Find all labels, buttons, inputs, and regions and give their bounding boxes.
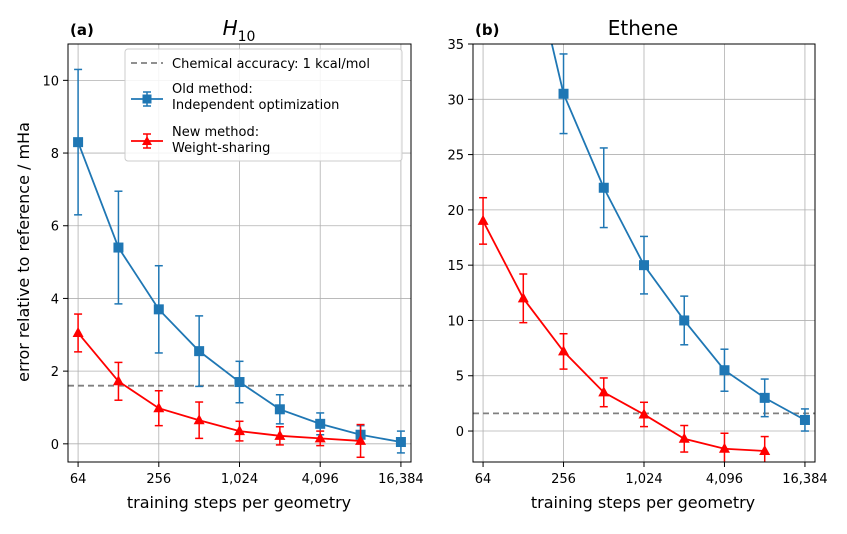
panel-b-ytick-label-4: 20 bbox=[447, 204, 464, 219]
panel-b-old-point-7 bbox=[799, 414, 810, 425]
panel-a-xtick-label-4: 16,384 bbox=[378, 472, 424, 487]
panel-b-old-point-4 bbox=[679, 315, 690, 326]
panel-b-old-point-5 bbox=[719, 365, 730, 376]
legend: Chemical accuracy: 1 kcal/mol Old method… bbox=[124, 48, 403, 162]
legend-old-swatch-marker bbox=[142, 94, 152, 104]
panel-a-ytick-label-2: 4 bbox=[51, 292, 59, 307]
panel-a-data bbox=[72, 68, 406, 459]
panel-b-ytick-label-3: 15 bbox=[447, 259, 464, 274]
panel-b-new-point-4 bbox=[638, 408, 650, 419]
panel-a-title-sub: 10 bbox=[238, 29, 256, 45]
panel-b-xtick-label-0: 64 bbox=[475, 472, 492, 487]
panel-b-old-point-1 bbox=[558, 88, 569, 99]
panel-a-old-point-2 bbox=[153, 304, 164, 315]
legend-new-label-line1: New method: bbox=[172, 125, 259, 140]
panel-a-new-point-0 bbox=[72, 326, 84, 337]
legend-reference-label: Chemical accuracy: 1 kcal/mol bbox=[172, 57, 370, 72]
panel-b-new-point-6 bbox=[718, 442, 730, 453]
panel-b-xtick-label-4: 16,384 bbox=[782, 472, 828, 487]
panel-a-ytick-label-0: 0 bbox=[51, 438, 59, 453]
panel-b-new-point-0 bbox=[477, 214, 489, 225]
legend-old-label-line1: Old method: bbox=[172, 82, 253, 97]
panel-b-xtick-label-3: 4,096 bbox=[706, 472, 743, 487]
panel-b: 64 256 1,024 4,096 16,384 0 5 10 15 20 25 30 35 bbox=[447, 38, 828, 487]
panel-b-xtick-label-1: 256 bbox=[551, 472, 576, 487]
panel-b-ytick-label-7: 35 bbox=[447, 38, 464, 53]
legend-new-swatch-marker bbox=[142, 136, 152, 145]
panel-a-old-point-1 bbox=[113, 242, 124, 253]
panel-a-new-point-6 bbox=[314, 432, 326, 443]
panel-b-ytick-label-1: 5 bbox=[456, 370, 464, 385]
panel-a-ylabel: error relative to reference / mHa bbox=[14, 122, 33, 382]
panel-a-old-point-3 bbox=[194, 346, 205, 357]
panel-b-new-point-1 bbox=[517, 292, 529, 303]
panel-b-ytick-label-2: 10 bbox=[447, 314, 464, 329]
panel-a-ytick-label-3: 6 bbox=[51, 220, 59, 235]
panel-a-xtick-label-1: 256 bbox=[146, 472, 171, 487]
panel-a-xtick-label-0: 64 bbox=[70, 472, 87, 487]
panel-b-ytick-label-5: 25 bbox=[447, 149, 464, 164]
panel-a-new-line bbox=[77, 332, 361, 442]
panel-b-title: Ethene bbox=[608, 16, 678, 40]
panel-a: 64 256 1,024 4,096 16,384 0 2 4 6 8 10 bbox=[42, 43, 424, 487]
panel-a-new-point-1 bbox=[112, 375, 124, 386]
panel-b-xlabel: training steps per geometry bbox=[531, 493, 755, 512]
panel-b-old-line bbox=[550, 44, 806, 421]
panel-a-title-main: H bbox=[223, 16, 238, 40]
panel-a-old-point-8 bbox=[395, 437, 406, 448]
panel-a-old-point-6 bbox=[315, 418, 326, 429]
panel-a-new-point-5 bbox=[274, 429, 286, 440]
panel-a-new-point-2 bbox=[153, 402, 165, 413]
panel-b-xtick-label-2: 1,024 bbox=[625, 472, 662, 487]
panel-a-new-point-7 bbox=[355, 434, 367, 445]
panel-a-ytick-label-1: 2 bbox=[51, 365, 59, 380]
panel-b-old-point-2 bbox=[598, 182, 609, 193]
panel-b-data bbox=[477, 44, 810, 462]
panel-b-new-point-5 bbox=[678, 432, 690, 443]
panel-a-xtick-label-3: 4,096 bbox=[302, 472, 339, 487]
panel-b-new-line bbox=[482, 220, 765, 452]
panel-b-old-point-6 bbox=[759, 392, 770, 403]
panel-a-ytick-label-5: 10 bbox=[42, 74, 59, 89]
panel-a-label: (a) bbox=[70, 21, 94, 39]
panel-a-new-point-4 bbox=[234, 425, 245, 436]
panel-a-xtick-label-2: 1,024 bbox=[221, 472, 258, 487]
panel-b-old-point-3 bbox=[639, 260, 649, 271]
panel-a-title: H10 bbox=[223, 16, 256, 45]
panel-a-old-point-0 bbox=[73, 137, 84, 148]
legend-old-label-line2: Independent optimization bbox=[172, 98, 339, 113]
panel-b-ytick-label-0: 0 bbox=[456, 425, 464, 440]
panel-a-new-point-3 bbox=[193, 414, 205, 425]
panel-b-new-point-2 bbox=[558, 345, 570, 356]
panel-b-new-point-3 bbox=[598, 386, 610, 397]
legend-box bbox=[124, 48, 403, 162]
panel-a-ytick-label-4: 8 bbox=[51, 147, 59, 162]
panel-a-xlabel: training steps per geometry bbox=[127, 493, 351, 512]
panel-a-old-point-5 bbox=[274, 404, 285, 415]
legend-new-label-line2: Weight-sharing bbox=[172, 141, 270, 156]
panel-b-ytick-label-6: 30 bbox=[447, 93, 464, 108]
panel-a-old-point-4 bbox=[234, 377, 245, 388]
panel-b-label: (b) bbox=[475, 21, 499, 39]
panel-b-title-main: Ethene bbox=[608, 16, 678, 40]
panel-b-new-point-7 bbox=[759, 444, 771, 455]
